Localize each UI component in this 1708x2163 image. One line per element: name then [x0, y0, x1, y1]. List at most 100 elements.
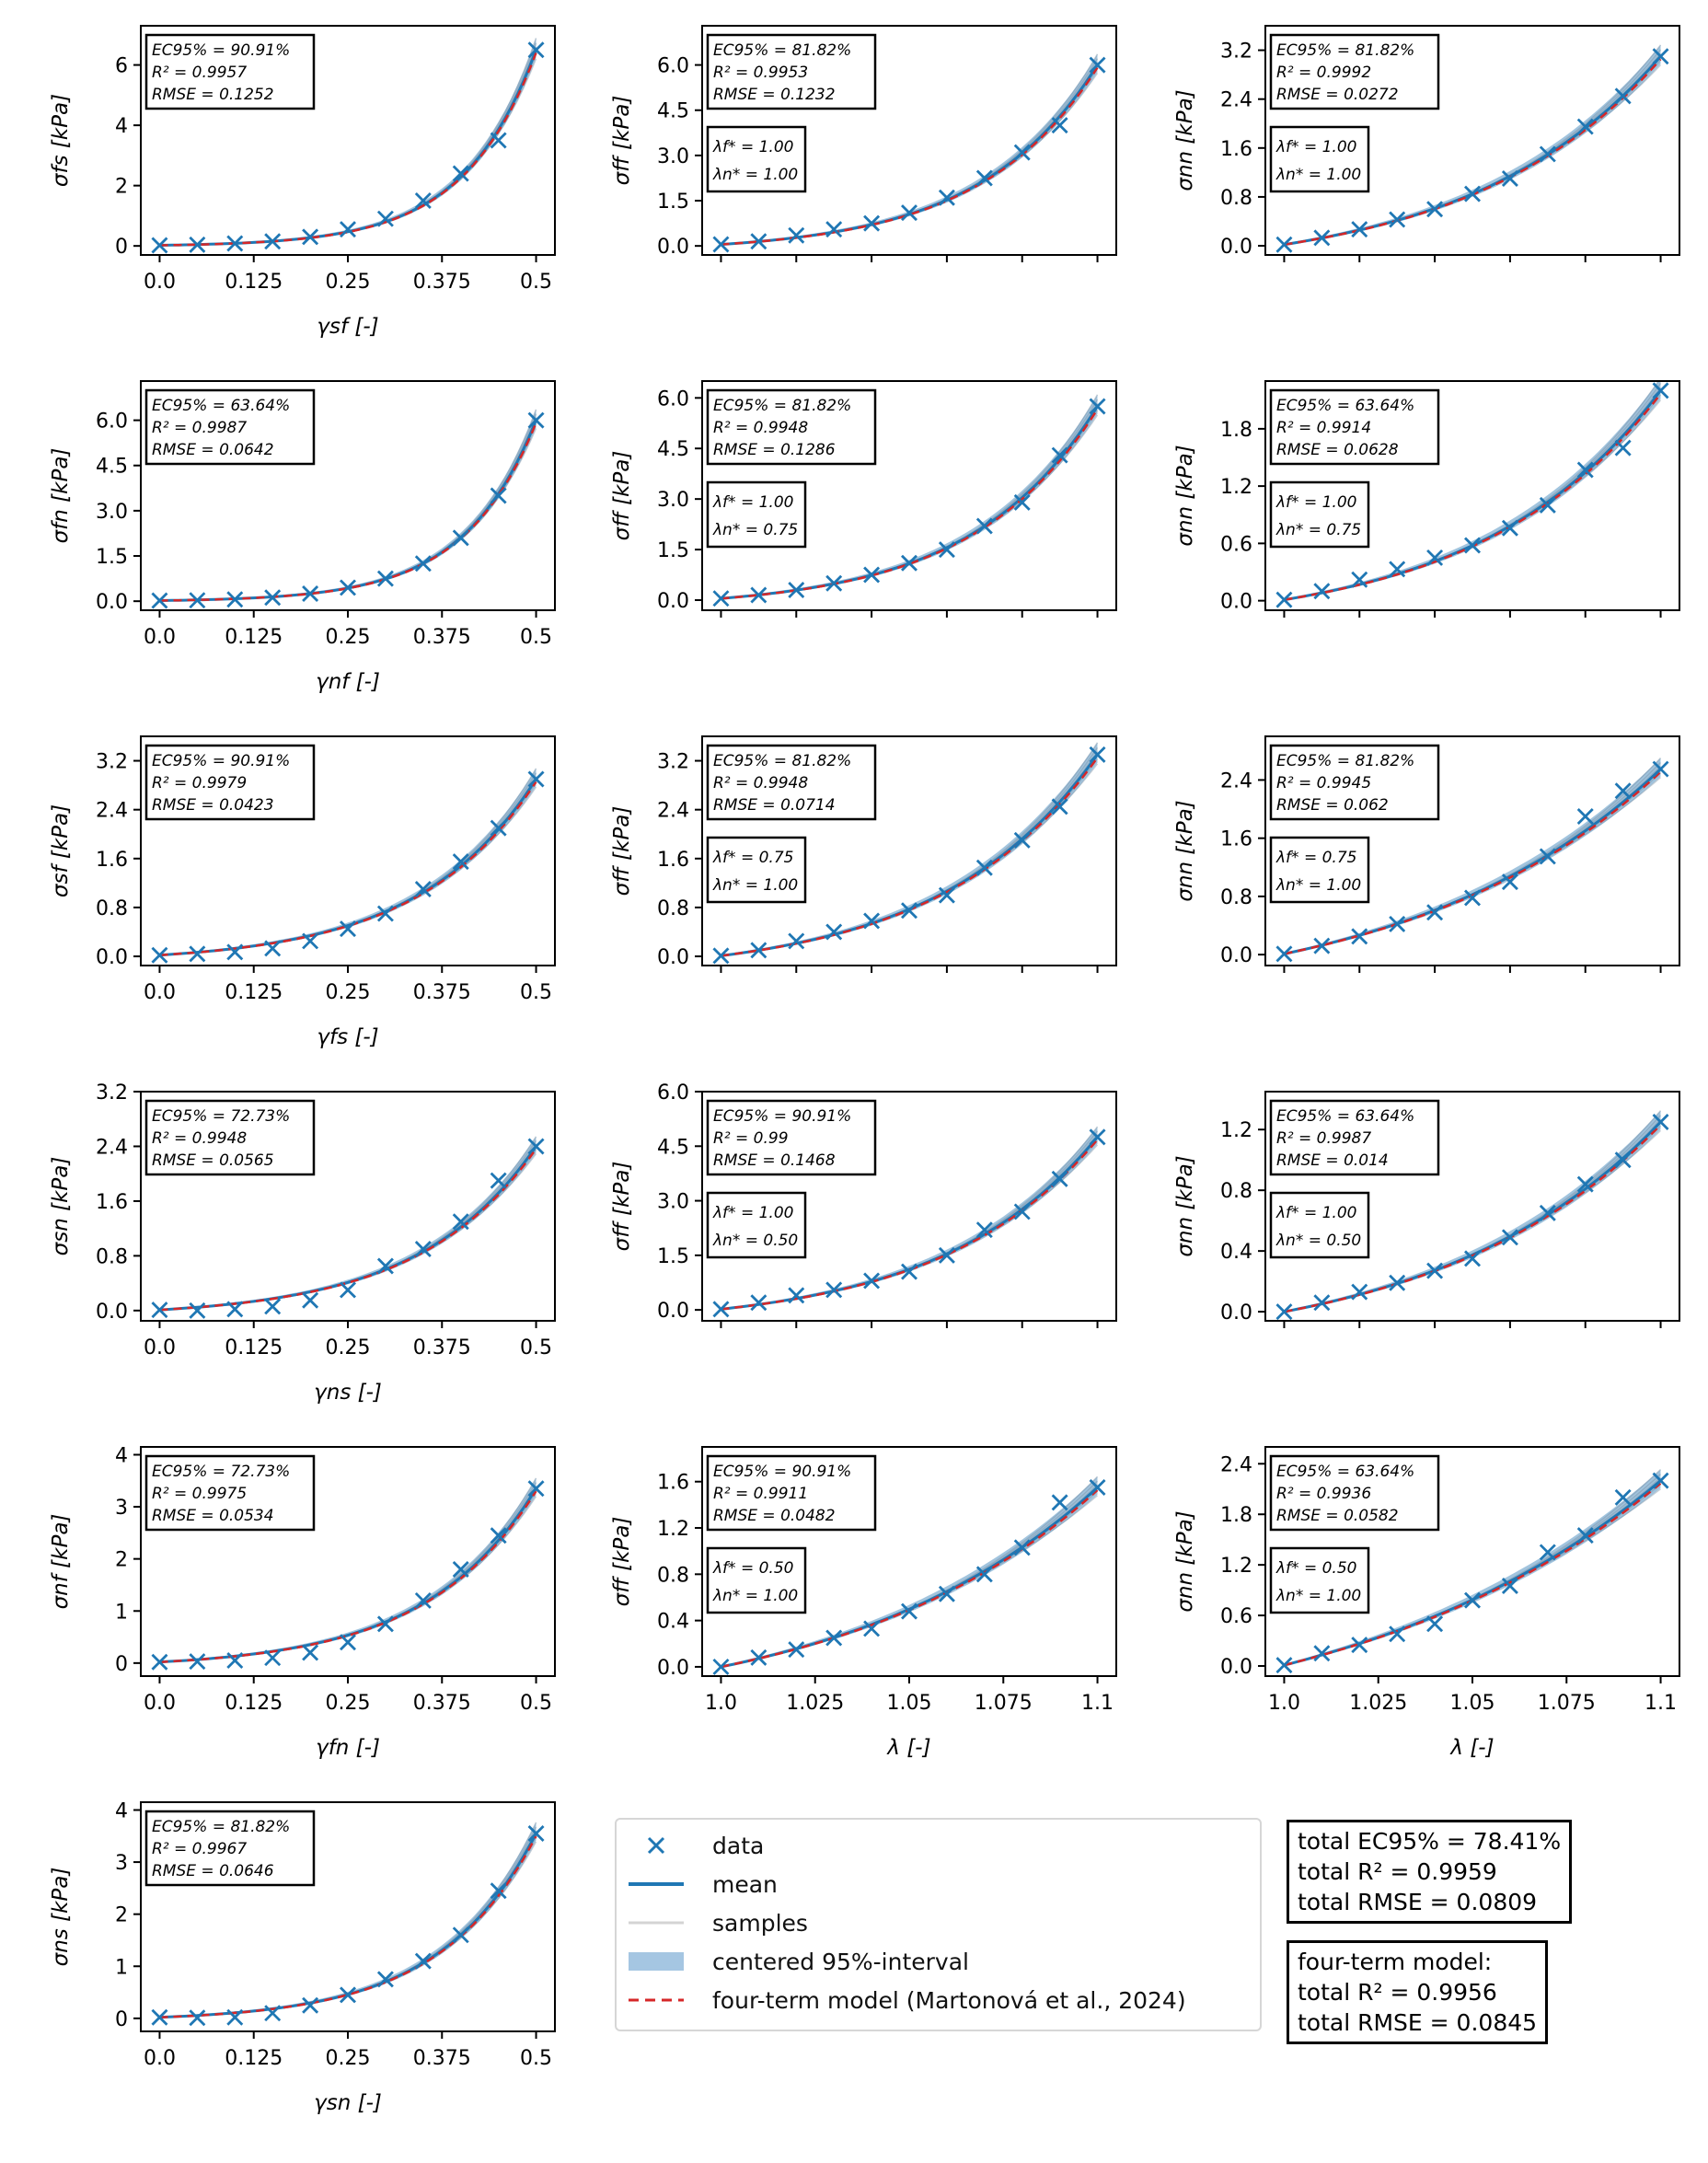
stat-1: R² = 0.9967 — [152, 1840, 247, 1858]
lambda-1: λn* = 1.00 — [712, 1587, 798, 1605]
stats-box: EC95% = 90.91% R² = 0.9957 RMSE = 0.1252 — [144, 33, 316, 110]
stat-0: EC95% = 63.64% — [1276, 1107, 1414, 1126]
data-point — [151, 1301, 168, 1319]
stat-0: EC95% = 63.64% — [1276, 397, 1414, 415]
data-point — [1275, 1303, 1293, 1321]
y-tick-label: 0.8 — [657, 1564, 689, 1587]
x-tick-label: 0.125 — [225, 981, 283, 1004]
data-point — [1576, 1175, 1594, 1193]
stat-0: EC95% = 81.82% — [713, 397, 851, 415]
data-point — [938, 189, 955, 206]
data-point — [1652, 1472, 1669, 1489]
y-axis-label: σnn [kPa] — [1173, 800, 1197, 901]
data-point — [189, 592, 206, 609]
data-point — [938, 541, 955, 559]
stats-frame — [144, 1454, 316, 1532]
stats-box: EC95% = 63.64% R² = 0.9987 RMSE = 0.014 — [1269, 1099, 1440, 1176]
lambda-box: λf* = 1.00 λn* = 0.50 — [1269, 1191, 1370, 1259]
data-point — [938, 886, 955, 904]
plot-area — [159, 1136, 537, 1312]
x-tick-label: 0.125 — [225, 1692, 283, 1715]
data-point — [975, 859, 993, 876]
total-stats-box: total EC95% = 78.41% total R² = 0.9959 t… — [1287, 1820, 1573, 1924]
y-tick-label: 2 — [115, 176, 128, 199]
data-point — [1351, 928, 1368, 945]
data-point — [189, 945, 206, 963]
data-point — [452, 853, 469, 871]
stats-box: EC95% = 81.82% R² = 0.9992 RMSE = 0.0272 — [1269, 33, 1440, 110]
stats-box: EC95% = 81.82% R² = 0.9967 RMSE = 0.0646 — [144, 1810, 316, 1887]
x-tick-label: 0.5 — [520, 1692, 552, 1715]
data-point — [712, 1301, 730, 1318]
y-tick-label: 6.0 — [657, 387, 689, 411]
y-tick-label: 0.4 — [1220, 1241, 1252, 1264]
lambda-1: λn* = 1.00 — [1275, 1587, 1361, 1605]
interval-patch-icon — [626, 1948, 687, 1975]
model-line — [159, 781, 537, 956]
lambda-1: λn* = 0.75 — [712, 521, 798, 539]
x-axis-label: γns [-] — [314, 1381, 382, 1405]
data-point — [863, 1272, 881, 1290]
data-point — [264, 589, 282, 607]
y-tick-label: 4.5 — [96, 456, 128, 479]
y-tick-label: 0.8 — [1220, 886, 1252, 909]
x-tick-label: 0.25 — [326, 1336, 371, 1359]
legend-label-model: four-term model (Martonová et al., 2024) — [712, 1986, 1186, 2014]
data-point — [452, 529, 469, 547]
x-tick-label: 1.025 — [786, 1692, 844, 1715]
y-tick-label: 0.6 — [1220, 533, 1252, 556]
sample-curve — [159, 1153, 537, 1311]
legend-item-interval: centered 95%-interval — [626, 1943, 969, 1980]
y-tick-label: 2.4 — [1220, 1453, 1252, 1476]
data-point — [1501, 1229, 1518, 1246]
x-tick-label: 1.075 — [1538, 1692, 1596, 1715]
stat-2: RMSE = 0.0423 — [152, 796, 274, 815]
subplot-r0c2: 0.0 0.8 1.6 2.4 3.2 σnn [kPa] EC95% = 81.82% R²… — [1173, 25, 1680, 262]
stats-box: EC95% = 90.91% R² = 0.9911 RMSE = 0.0482 — [706, 1454, 877, 1532]
x-tick-label: 0.125 — [225, 271, 283, 294]
data-point — [975, 1566, 993, 1583]
lambda-frame — [706, 1191, 807, 1259]
data-point — [151, 237, 168, 254]
data-point — [1389, 561, 1406, 578]
stats-box: EC95% = 63.64% R² = 0.9936 RMSE = 0.0582 — [1269, 1454, 1440, 1532]
stats-frame — [144, 744, 316, 821]
y-axis-label: σnn [kPa] — [1173, 445, 1197, 546]
x-tick-label: 0.5 — [520, 2047, 552, 2070]
y-tick-label: 0.0 — [96, 946, 128, 969]
data-point — [414, 192, 432, 210]
y-tick-label: 3.0 — [657, 489, 689, 512]
data-point — [1539, 496, 1556, 514]
data-point — [825, 574, 843, 592]
stat-2: RMSE = 0.062 — [1276, 796, 1389, 815]
y-tick-label: 1.5 — [96, 546, 128, 569]
model-line — [159, 52, 537, 247]
data-point — [1275, 236, 1293, 253]
data-point — [151, 946, 168, 964]
stats-box: EC95% = 81.82% R² = 0.9953 RMSE = 0.1232 — [706, 33, 877, 110]
data-point — [490, 132, 507, 149]
data-point — [226, 591, 244, 608]
legend-label-samples: samples — [712, 1909, 808, 1937]
y-tick-label: 0.8 — [96, 1245, 128, 1268]
x-tick-label: 0.0 — [144, 1692, 176, 1715]
stats-frame — [1269, 744, 1440, 821]
data-point — [1426, 904, 1444, 921]
lambda-0: λf* = 1.00 — [1275, 493, 1356, 512]
data-point — [527, 1824, 545, 1842]
subplot-r2c0: 0.0 0.8 1.6 2.4 3.2 0.0 0.125 0.25 0.375 0.5 γfs [… — [49, 735, 556, 1049]
y-tick-label: 4 — [115, 1799, 128, 1822]
lambda-box: λf* = 1.00 λn* = 1.00 — [706, 125, 807, 193]
plot-area — [721, 1126, 1099, 1311]
data-point — [1652, 48, 1669, 65]
stat-1: R² = 0.99 — [713, 1129, 789, 1148]
plot-area — [1284, 1110, 1662, 1313]
data-point — [901, 204, 917, 222]
data-point — [264, 1649, 282, 1667]
data-point — [376, 1615, 394, 1633]
x-axis-label: γsf [-] — [317, 315, 378, 339]
data-point — [1051, 446, 1068, 464]
y-tick-label: 6 — [115, 55, 128, 78]
data-point — [340, 221, 356, 238]
model-stats-box: four-term model: total R² = 0.9956 total… — [1287, 1940, 1549, 2044]
